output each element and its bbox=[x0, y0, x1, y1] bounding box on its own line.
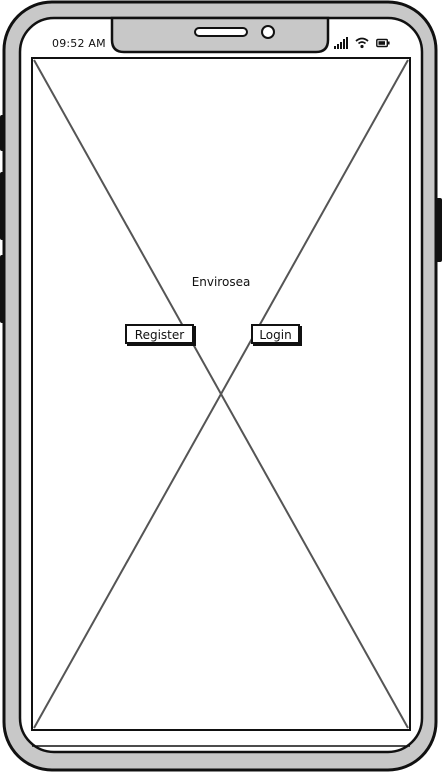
signal-icon bbox=[334, 37, 348, 49]
app-title: Envirosea bbox=[191, 275, 251, 289]
battery-icon bbox=[376, 38, 390, 48]
register-button[interactable]: Register bbox=[125, 324, 194, 344]
placeholder-diagonal bbox=[33, 59, 409, 729]
front-camera bbox=[261, 25, 275, 39]
status-time: 09:52 AM bbox=[52, 37, 106, 50]
login-button[interactable]: Login bbox=[251, 324, 300, 344]
status-icons bbox=[334, 36, 390, 50]
speaker-grille bbox=[194, 27, 248, 37]
wifi-icon bbox=[355, 37, 369, 49]
